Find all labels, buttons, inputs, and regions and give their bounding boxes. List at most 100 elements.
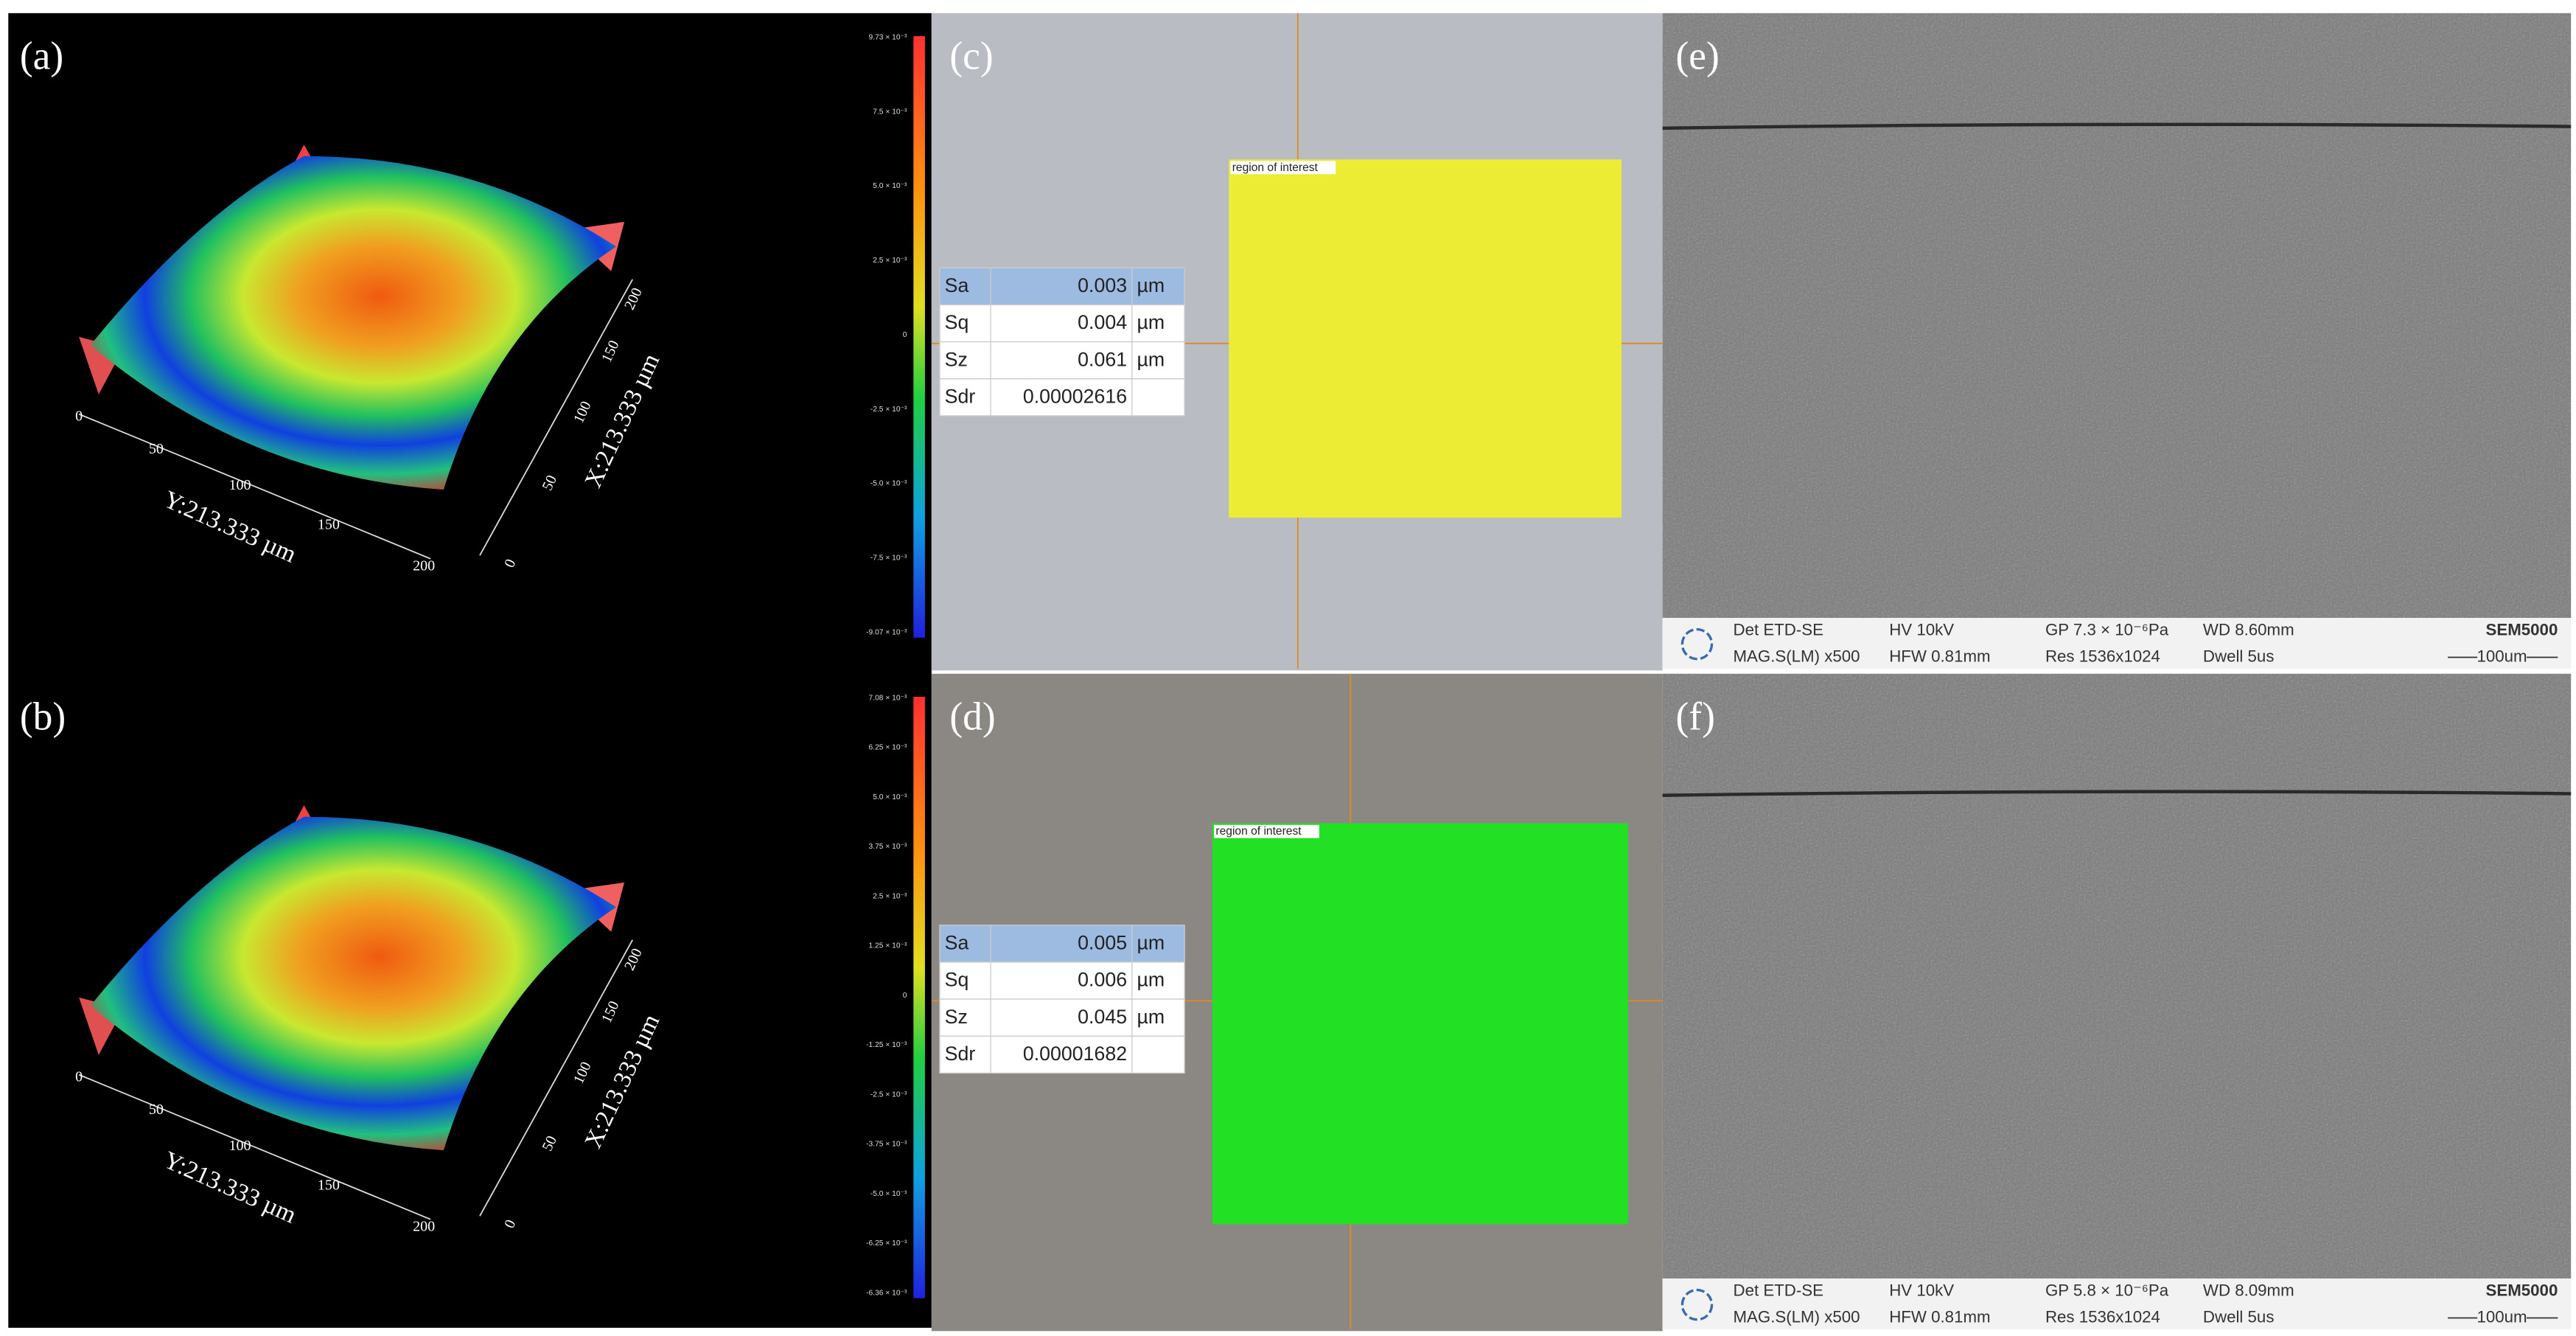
colorbar-label: 0 <box>903 331 907 339</box>
y-tick-label: 200 <box>413 557 435 574</box>
sem-footer-text: SEM5000 <box>2486 1281 2558 1300</box>
sem-logo <box>1680 1288 1714 1321</box>
colorbar-label: 9.73 × 10⁻³ <box>869 33 907 41</box>
sem-footer-text: WD 8.09mm <box>2203 1281 2294 1300</box>
table-cell: 0.061 <box>1078 348 1127 370</box>
table-cell: 0.006 <box>1078 969 1127 991</box>
colorbar-label: 5.0 × 10⁻³ <box>873 793 907 801</box>
scale-bar-gap <box>2477 650 2527 664</box>
sem-footer-text: MAG.S(LM) x500 <box>1734 647 1860 665</box>
table-cell: 0.00001682 <box>1023 1043 1127 1065</box>
colorbar-label: 5.0 × 10⁻³ <box>873 182 907 190</box>
surface <box>90 156 616 490</box>
sem-footer-text: HV 10kV <box>1889 621 1954 639</box>
sem-footer-text: GP 5.8 × 10⁻⁶Pa <box>2045 1281 2169 1300</box>
sem-footer-text: Det ETD-SE <box>1734 1281 1823 1300</box>
table-cell: Sdr <box>945 1043 976 1065</box>
colorbar-label: 7.5 × 10⁻³ <box>873 108 907 116</box>
table-cell: µm <box>1137 311 1165 333</box>
colorbar <box>913 697 925 1298</box>
y-tick-label: 200 <box>413 1218 435 1234</box>
colorbar-label: 1.25 × 10⁻³ <box>869 942 907 950</box>
table-cell: µm <box>1137 969 1165 991</box>
table-cell: 0.003 <box>1078 274 1127 296</box>
sem-footer-text: MAG.S(LM) x500 <box>1734 1307 1860 1326</box>
surface <box>90 816 616 1151</box>
sem-footer <box>1662 618 2572 669</box>
colorbar-label: 6.25 × 10⁻³ <box>869 744 907 752</box>
region-of-interest <box>1229 159 1622 518</box>
colorbar-label: 2.5 × 10⁻³ <box>873 892 907 900</box>
panel-label: (e) <box>1675 34 1719 78</box>
sem-footer-text: HFW 0.81mm <box>1889 1307 1990 1326</box>
table-cell: µm <box>1137 931 1165 953</box>
table-cell: 0.005 <box>1078 931 1127 953</box>
table-cell: 0.004 <box>1078 311 1127 333</box>
y-tick-label: 50 <box>149 1102 164 1118</box>
colorbar-label: -5.0 × 10⁻³ <box>870 1190 907 1198</box>
sem-footer-text: WD 8.60mm <box>2203 621 2294 639</box>
y-tick-label: 150 <box>318 517 340 533</box>
colorbar-label: -7.5 × 10⁻³ <box>870 554 907 562</box>
sem-noise <box>1662 673 2572 1278</box>
scale-bar-gap <box>2477 1311 2527 1325</box>
table-cell: µm <box>1137 274 1165 296</box>
table-cell: 0.00002616 <box>1023 385 1127 407</box>
sem-logo <box>1680 627 1714 661</box>
sem-scratch <box>1662 790 2572 797</box>
sem-footer-text: Dwell 5us <box>2203 1307 2275 1326</box>
colorbar-label: -6.36 × 10⁻³ <box>866 1289 907 1297</box>
colorbar-label: 2.5 × 10⁻³ <box>873 257 907 265</box>
colorbar-label: -3.75 × 10⁻³ <box>866 1141 907 1149</box>
y-tick-label: 0 <box>75 1069 83 1085</box>
y-tick-label: 0 <box>75 408 83 425</box>
region-of-interest <box>1212 823 1628 1225</box>
sem-footer-text: Res 1536x1024 <box>2045 1307 2160 1326</box>
sem-footer-text: GP 7.3 × 10⁻⁶Pa <box>2045 621 2169 639</box>
sem-scratch <box>1662 122 2572 131</box>
y-tick-label: 100 <box>228 1138 251 1154</box>
table-cell: Sq <box>945 311 969 333</box>
table-row <box>939 1035 1185 1074</box>
table-cell: Sz <box>945 348 968 370</box>
colorbar-label: -9.07 × 10⁻³ <box>866 628 907 636</box>
table-cell: µm <box>1137 1006 1165 1028</box>
table-cell: Sa <box>945 931 969 953</box>
colorbar-label: 7.08 × 10⁻³ <box>869 694 907 702</box>
table-row <box>939 998 1185 1037</box>
table-cell: 0.045 <box>1078 1006 1127 1028</box>
axis-line <box>479 279 633 556</box>
y-tick-label: 100 <box>228 477 251 493</box>
axis-line <box>479 939 633 1217</box>
axis-line <box>78 413 431 560</box>
roi-label: region of interest <box>1215 825 1302 838</box>
table-row <box>939 267 1185 306</box>
colorbar-label: -1.25 × 10⁻³ <box>866 1041 907 1049</box>
sem-footer-text: Det ETD-SE <box>1734 621 1823 639</box>
table-cell: Sdr <box>945 385 976 407</box>
colorbar-label: 0 <box>903 992 907 1000</box>
roi-label: region of interest <box>1232 161 1319 174</box>
sem-footer-text: HV 10kV <box>1889 1281 1954 1300</box>
table-cell: Sa <box>945 274 969 296</box>
table-cell: µm <box>1137 348 1165 370</box>
sem-footer-text: Dwell 5us <box>2203 647 2275 665</box>
sem-footer <box>1662 1278 2572 1330</box>
sem-footer-text: HFW 0.81mm <box>1889 647 1990 665</box>
colorbar-label: 3.75 × 10⁻³ <box>869 843 907 851</box>
sem-footer-text: 100um <box>2477 647 2527 665</box>
colorbar-label: -5.0 × 10⁻³ <box>870 480 907 488</box>
colorbar-label: -6.25 × 10⁻³ <box>866 1239 907 1248</box>
table-row <box>939 304 1185 343</box>
panel-label: (f) <box>1675 695 1714 739</box>
panel-label: (b) <box>20 695 66 739</box>
sem-footer-text: Res 1536x1024 <box>2045 647 2160 665</box>
table-row <box>939 341 1185 380</box>
colorbar-label: -2.5 × 10⁻³ <box>870 406 907 414</box>
sem-footer-text: 100um <box>2477 1307 2527 1326</box>
colorbar-label: -2.5 × 10⁻³ <box>870 1090 907 1099</box>
y-tick-label: 50 <box>149 441 164 457</box>
table-row <box>939 378 1185 417</box>
sem-noise <box>1662 13 2572 619</box>
